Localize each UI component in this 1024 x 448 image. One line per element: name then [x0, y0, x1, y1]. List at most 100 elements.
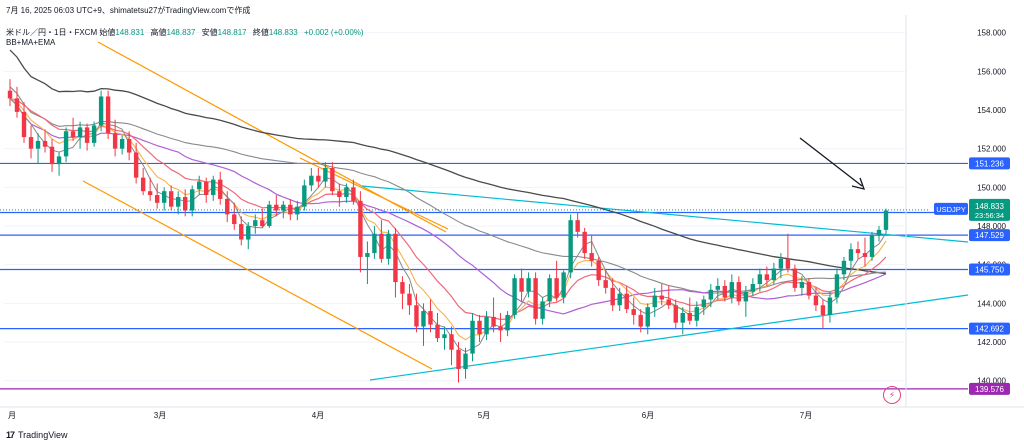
- cyan-down-trendline: [361, 185, 969, 243]
- candle-body: [119, 139, 125, 149]
- candle-body: [687, 313, 692, 321]
- candle-body: [260, 220, 265, 226]
- level-tag: [969, 229, 1010, 242]
- candle-body: [77, 127, 83, 138]
- cyan-up-trendline: [369, 294, 969, 381]
- level-tag-label: 151.236: [975, 159, 1004, 168]
- candle-body: [400, 282, 405, 294]
- moving-averages: [9, 49, 887, 353]
- arrow-head: [851, 177, 866, 190]
- candle-body: [862, 253, 868, 257]
- x-tick-label: 7月: [800, 411, 812, 420]
- y-tick-label: 140.000: [977, 377, 1006, 386]
- candle-body: [175, 197, 181, 207]
- candle-body: [533, 278, 538, 319]
- time-axis[interactable]: 月 3月 4月 5月 6月 7月: [0, 406, 1024, 420]
- candle-body: [463, 353, 468, 370]
- y-tick-label: 152.000: [977, 145, 1006, 154]
- candle-body: [617, 293, 622, 306]
- trendlines: [82, 41, 969, 381]
- x-tick-label: 5月: [478, 411, 490, 420]
- candle-body: [792, 268, 798, 288]
- candle-body: [204, 181, 209, 196]
- candle-body: [190, 189, 195, 211]
- candle-body: [806, 282, 812, 296]
- candle-body: [35, 140, 41, 149]
- candle-body: [316, 175, 321, 182]
- candle-body: [680, 313, 685, 323]
- candle-body: [218, 179, 223, 199]
- brand-footer[interactable]: 17 TradingView: [6, 430, 68, 440]
- candle-body: [98, 96, 104, 126]
- candle-body: [491, 316, 496, 327]
- candle-body: [603, 280, 608, 288]
- x-tick-label: 4月: [312, 411, 324, 420]
- x-tick-label: 月: [8, 411, 16, 420]
- candle-body: [645, 307, 650, 327]
- candle-body: [379, 233, 384, 259]
- candle-body: [14, 98, 20, 112]
- channel-mid-orange: [299, 157, 449, 230]
- candle-body: [449, 334, 454, 350]
- candle-body: [736, 282, 742, 302]
- candle-body: [91, 125, 97, 143]
- candle-body: [267, 204, 272, 226]
- candle-body: [365, 253, 370, 257]
- candle-body: [323, 168, 328, 182]
- candle-body: [673, 305, 678, 323]
- candle-body: [288, 204, 293, 215]
- candle-body: [519, 278, 524, 292]
- candle-body: [133, 152, 139, 178]
- candle-body: [771, 268, 777, 281]
- candle-body: [414, 305, 419, 327]
- change-value: +0.002 (+0.00%): [303, 28, 364, 37]
- candle-body: [694, 307, 699, 321]
- candle-body: [624, 293, 629, 310]
- candle-body: [652, 295, 657, 308]
- open-label: 始値: [99, 28, 116, 37]
- symbol-label[interactable]: 米ドル／円・1日・FXCM: [6, 28, 98, 37]
- candle-body: [161, 191, 167, 203]
- candle-body: [197, 181, 202, 190]
- channel-lower-orange: [82, 180, 433, 370]
- high-value: 148.837: [166, 28, 196, 37]
- candle-body: [232, 214, 237, 225]
- close-label: 終値: [252, 28, 269, 37]
- candle-body: [610, 287, 615, 306]
- candle-body: [56, 156, 62, 165]
- candle-body: [554, 278, 559, 298]
- candle-body: [512, 278, 517, 315]
- candle-body: [477, 320, 482, 335]
- candle-body: [778, 258, 784, 269]
- level-tag-label: 142.692: [975, 325, 1004, 334]
- candle-body: [112, 133, 118, 149]
- price-tags: 151.236148.700147.529145.750142.692139.5…: [0, 157, 1010, 395]
- candle-body: [105, 96, 111, 134]
- ma-long-line: [9, 49, 887, 275]
- level-tag: [969, 157, 1010, 170]
- candle-body: [42, 140, 48, 147]
- candle-body: [7, 90, 13, 99]
- candle-body: [883, 210, 889, 230]
- y-tick-label: 148.000: [977, 222, 1006, 231]
- candle-body: [764, 274, 770, 281]
- candle-body: [729, 282, 735, 298]
- candle-body: [183, 197, 188, 211]
- candle-body: [561, 272, 566, 298]
- candle-body: [456, 349, 461, 370]
- indicator-legend[interactable]: BB+MA+EMA: [6, 38, 56, 47]
- candle-body: [841, 260, 847, 275]
- y-tick-label: 142.000: [977, 338, 1006, 347]
- candle-body: [344, 187, 349, 197]
- ma-4-line: [9, 98, 887, 353]
- candle-body: [589, 253, 594, 261]
- candle-body: [211, 179, 216, 196]
- candle-body: [63, 131, 69, 157]
- lightning-icon[interactable]: ⚡: [883, 386, 901, 404]
- candle-body: [547, 278, 552, 302]
- candle-body: [21, 111, 27, 138]
- level-tag: [969, 263, 1010, 276]
- candle-body: [484, 316, 489, 335]
- level-tag: [969, 322, 1010, 335]
